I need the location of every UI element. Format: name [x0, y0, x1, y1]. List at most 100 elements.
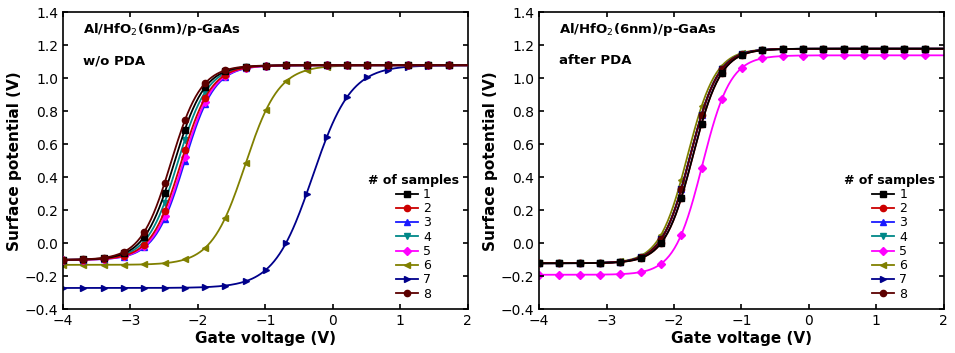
Line: 8: 8: [60, 62, 471, 263]
7: [773, 47, 784, 51]
4: [775, 47, 786, 51]
Legend: 1, 2, 3, 4, 5, 6, 7, 8: 1, 2, 3, 4, 5, 6, 7, 8: [838, 169, 940, 306]
8: [57, 258, 69, 262]
6: [900, 47, 911, 51]
1: [775, 47, 786, 51]
8: [298, 63, 309, 67]
2: [398, 63, 410, 67]
5: [424, 63, 435, 67]
5: [938, 53, 949, 58]
Line: 2: 2: [60, 62, 471, 263]
8: [398, 63, 410, 67]
7: [424, 64, 435, 68]
6: [424, 63, 435, 67]
4: [534, 261, 545, 265]
Line: 4: 4: [536, 46, 946, 267]
4: [781, 47, 793, 51]
2: [775, 47, 786, 51]
Line: 7: 7: [60, 62, 471, 291]
6: [938, 47, 949, 51]
2: [57, 258, 69, 262]
5: [534, 273, 545, 277]
Line: 4: 4: [60, 62, 471, 263]
6: [57, 263, 69, 267]
Text: Al/HfO$_2$(6nm)/p-GaAs: Al/HfO$_2$(6nm)/p-GaAs: [83, 21, 241, 38]
1: [58, 258, 70, 262]
8: [424, 63, 435, 67]
3: [462, 63, 474, 67]
Line: 6: 6: [536, 46, 946, 267]
7: [398, 65, 410, 69]
6: [781, 47, 793, 51]
4: [535, 261, 546, 265]
2: [781, 47, 793, 51]
4: [875, 47, 886, 51]
8: [938, 47, 949, 51]
3: [424, 63, 435, 67]
7: [462, 63, 474, 67]
Y-axis label: Surface potential (V): Surface potential (V): [7, 71, 22, 251]
4: [424, 63, 435, 67]
4: [938, 47, 949, 51]
2: [305, 63, 316, 67]
1: [398, 63, 410, 67]
8: [297, 63, 308, 67]
2: [535, 261, 546, 265]
5: [775, 54, 786, 58]
6: [305, 67, 316, 71]
1: [875, 47, 886, 51]
Line: 5: 5: [536, 52, 946, 278]
3: [297, 63, 308, 67]
7: [775, 47, 786, 51]
Line: 1: 1: [536, 46, 946, 267]
3: [773, 47, 784, 51]
1: [297, 63, 308, 67]
2: [298, 63, 309, 67]
Line: 5: 5: [60, 62, 471, 263]
8: [775, 47, 786, 51]
1: [535, 261, 546, 265]
Text: Al/HfO$_2$(6nm)/p-GaAs: Al/HfO$_2$(6nm)/p-GaAs: [560, 21, 717, 38]
5: [58, 258, 70, 262]
6: [297, 70, 308, 74]
2: [938, 47, 949, 51]
1: [57, 258, 69, 262]
5: [535, 273, 546, 277]
3: [57, 258, 69, 262]
3: [875, 47, 886, 51]
7: [305, 180, 316, 184]
5: [297, 63, 308, 67]
4: [298, 63, 309, 67]
Line: 6: 6: [60, 62, 471, 268]
6: [58, 263, 70, 267]
7: [57, 286, 69, 290]
6: [535, 261, 546, 265]
4: [398, 63, 410, 67]
2: [900, 47, 911, 51]
5: [773, 54, 784, 58]
3: [775, 47, 786, 51]
4: [900, 47, 911, 51]
7: [900, 47, 911, 51]
2: [58, 258, 70, 262]
8: [781, 47, 793, 51]
8: [875, 47, 886, 51]
7: [534, 261, 545, 265]
5: [298, 63, 309, 67]
3: [900, 47, 911, 51]
7: [58, 286, 70, 290]
8: [305, 63, 316, 67]
6: [462, 63, 474, 67]
5: [57, 258, 69, 262]
1: [938, 47, 949, 51]
7: [875, 47, 886, 51]
2: [297, 63, 308, 67]
2: [534, 261, 545, 265]
3: [58, 258, 70, 262]
6: [534, 261, 545, 265]
7: [535, 261, 546, 265]
Y-axis label: Surface potential (V): Surface potential (V): [483, 71, 499, 251]
Line: 3: 3: [60, 62, 471, 263]
4: [773, 47, 784, 51]
X-axis label: Gate voltage (V): Gate voltage (V): [671, 331, 812, 346]
